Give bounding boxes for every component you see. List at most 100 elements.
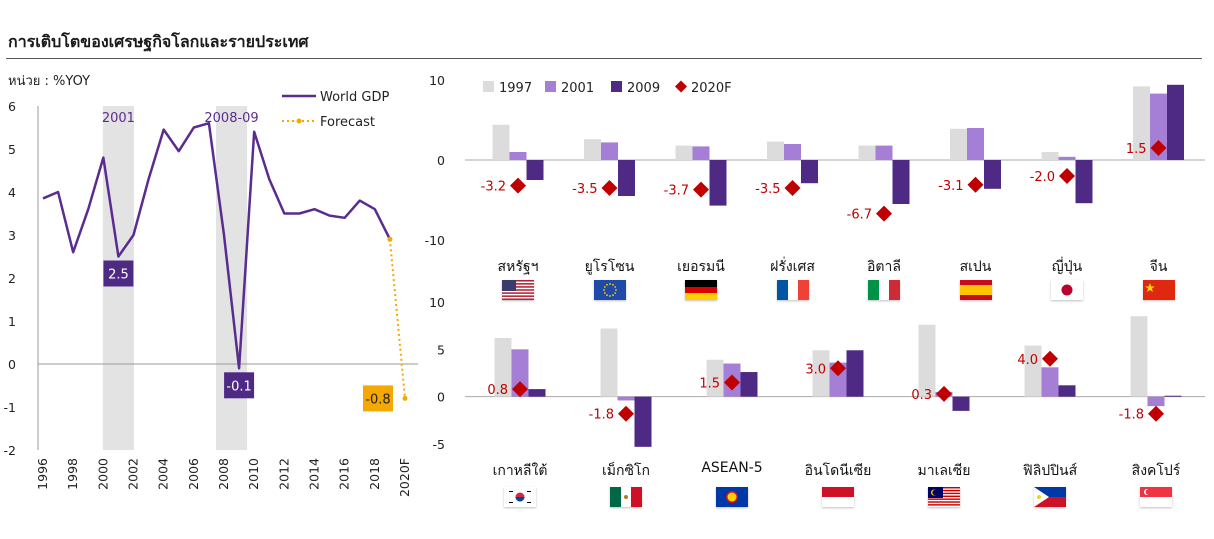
bar-1997	[812, 350, 830, 397]
data-label-2020F: 1.5	[699, 376, 720, 391]
y-tick-label: 0	[437, 153, 445, 168]
singapore-flag	[1140, 487, 1172, 507]
eu-flag	[593, 280, 626, 300]
data-label-2020F: -1.8	[1119, 408, 1144, 423]
bar-1997	[1024, 345, 1042, 397]
y-tick-label: -10	[425, 233, 445, 248]
bar-2009	[740, 372, 758, 397]
bar-2009	[618, 160, 635, 196]
diamond-2020F	[512, 381, 528, 398]
shaded-period-label-0: 2001	[102, 111, 135, 126]
bar-2001	[1150, 93, 1167, 160]
diamond-2020F	[784, 180, 801, 196]
diamond-2020F	[1150, 140, 1167, 156]
country-label: ญี่ปุ่น	[1051, 259, 1083, 275]
data-label-2020F: -3.2	[481, 180, 506, 195]
y-tick-label: -2	[4, 443, 16, 458]
japan-flag	[1051, 280, 1083, 300]
bar-2009	[1075, 160, 1093, 204]
legend-swatch-2001	[545, 81, 556, 92]
bar-1997	[706, 359, 724, 397]
indonesia-flag	[822, 487, 854, 507]
bar-2009	[801, 160, 818, 184]
y-tick-label: 0	[437, 390, 445, 405]
legend-forecast: Forecast	[320, 115, 375, 130]
bar-2009	[634, 396, 652, 447]
bar-2009	[1058, 385, 1076, 397]
world-gdp-line	[42, 121, 392, 370]
data-label-2020F: 0.3	[911, 388, 932, 403]
data-label-2020F: -3.5	[572, 182, 597, 197]
bar-2001	[509, 152, 527, 160]
diamond-2020F	[724, 374, 740, 391]
legend-label-1997: 1997	[499, 81, 532, 96]
x-tick-label: 2010	[246, 458, 261, 490]
bar-1997	[858, 145, 876, 160]
country-label: ASEAN-5	[701, 460, 763, 476]
bar-1997	[918, 324, 936, 397]
x-tick-label: 2002	[126, 458, 141, 490]
x-tick-label: 1996	[35, 458, 50, 490]
bar-1997	[1130, 316, 1148, 397]
x-tick-label: 2018	[367, 458, 382, 490]
bar-1997	[584, 139, 601, 160]
data-label-2020F: -6.7	[847, 208, 872, 223]
bar-2009	[1167, 84, 1184, 160]
world-gdp-line-chart: 2001 2008-09 6 5 4 3 2 1 0 -1 -2 1996 1998 2000 2002 20…	[4, 90, 418, 497]
forecast-line	[388, 239, 406, 399]
country-label: ฝรั่งเศส	[770, 259, 815, 275]
bar-2001	[784, 144, 801, 160]
bar-1997	[675, 145, 693, 160]
bar-2009	[528, 389, 546, 397]
bar-1997	[494, 337, 512, 397]
x-tick-label: 1998	[65, 458, 80, 490]
data-label-2020F: 3.0	[805, 362, 826, 377]
bar-2001	[875, 145, 893, 160]
asia-economies-bar-chart: 10 5 0 -5 0.8 -1.8 1.5 3.0 0.3 4.0 -1.8	[429, 295, 1205, 452]
x-tick-label: 2000	[95, 458, 110, 490]
bar-2009	[892, 160, 910, 204]
y-tick-label: 1	[8, 314, 16, 329]
x-tick-label: 2014	[307, 458, 322, 490]
philippines-flag	[1034, 487, 1066, 507]
bar-2001	[967, 128, 984, 160]
x-tick-label: 2004	[156, 458, 171, 490]
bar-2001	[511, 349, 529, 397]
data-label-2020F: -3.5	[755, 182, 780, 197]
y-tick-label: 5	[8, 142, 16, 157]
bar-2001	[1041, 367, 1059, 397]
y-tick-label: 6	[8, 99, 16, 114]
country-label: อิตาลี	[867, 259, 901, 275]
diamond-2020F	[618, 405, 634, 422]
diamond-2020F	[1042, 350, 1058, 367]
value-callout-text-1: -0.1	[226, 379, 251, 394]
data-label-2020F: -2.0	[1030, 170, 1055, 185]
country-label: เยอรมนี	[677, 259, 725, 275]
diamond-2020F	[830, 360, 846, 377]
bar-1997	[767, 141, 784, 160]
shaded-period-1	[216, 106, 248, 450]
spain-flag	[959, 280, 992, 300]
bar-1997	[1133, 86, 1150, 160]
bar-2009	[1164, 395, 1182, 397]
country-label: เม็กซิโก	[602, 463, 650, 479]
y-tick-label: 4	[8, 185, 16, 200]
country-label: เกาหลีใต้	[492, 463, 548, 479]
y-tick-label: -1	[4, 400, 16, 415]
bar-2009	[709, 160, 727, 206]
legend-label-2020F: 2020F	[691, 81, 732, 96]
bar-2001	[1147, 396, 1165, 407]
data-label-2020F: 0.8	[487, 383, 508, 398]
title-divider	[6, 58, 1202, 59]
bar-1997	[600, 328, 618, 397]
bar-1997	[1041, 152, 1059, 160]
bar-2009	[526, 160, 544, 180]
diamond-2020F	[693, 181, 709, 198]
legend-swatch-1997	[483, 81, 494, 92]
diamond-2020F	[510, 177, 526, 194]
germany-flag	[685, 280, 717, 300]
diamond-2020F	[936, 385, 952, 402]
y-tick-label: 5	[437, 342, 445, 357]
diamond-2020F	[967, 176, 984, 193]
country-label: มาเลเซีย	[917, 463, 971, 479]
